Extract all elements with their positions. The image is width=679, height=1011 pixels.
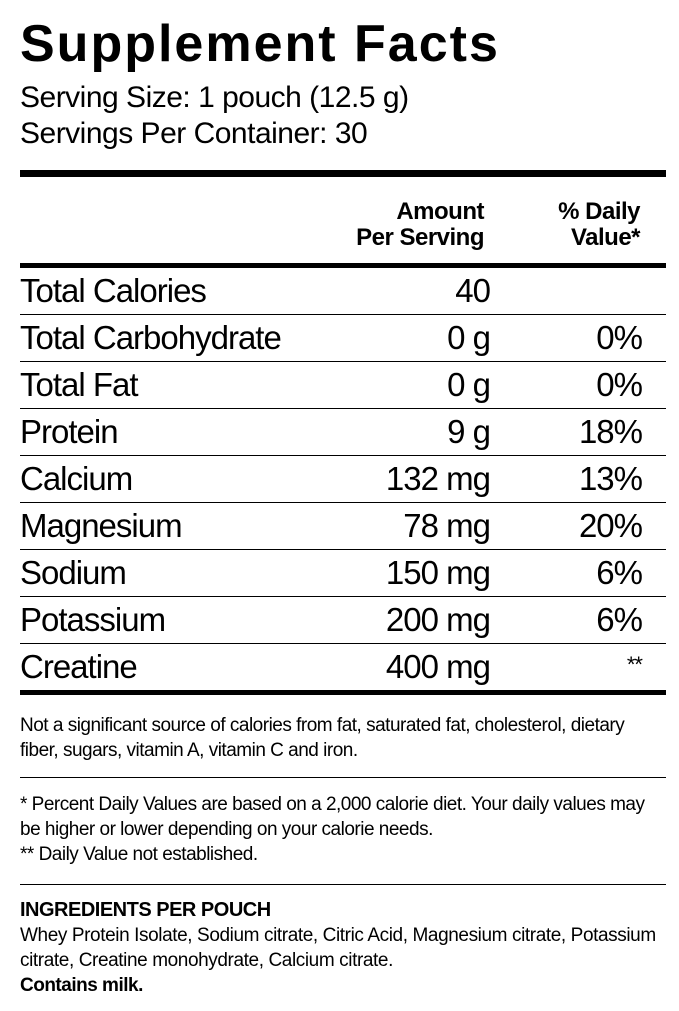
ingredients-text: Whey Protein Isolate, Sodium citrate, Ci… <box>20 925 656 971</box>
nutrient-name: Total Carbohydrate <box>20 319 282 356</box>
nutrient-name: Total Calories <box>20 272 207 309</box>
nutrient-row: Total Calories 40 <box>20 268 666 315</box>
nutrient-name: Protein <box>20 413 119 450</box>
nutrient-daily-value: 6% <box>596 601 643 638</box>
nutrient-name: Total Fat <box>20 366 139 403</box>
nutrient-daily-value: 0% <box>596 366 643 403</box>
nutrient-name: Potassium <box>20 601 166 638</box>
nutrient-table: Total Calories 40 Total Carbohydrate 0 g 0% T… <box>20 268 666 690</box>
nutrient-row: Total Carbohydrate 0 g 0% <box>20 315 666 362</box>
nutrient-amount: 78 mg <box>403 507 491 544</box>
nutrient-daily-value: 0% <box>596 319 643 356</box>
nutrient-daily-value: ** <box>626 652 643 677</box>
nutrient-amount: 9 g <box>447 413 491 450</box>
nutrient-row: Protein 9 g 18% <box>20 409 666 456</box>
nutrient-name: Calcium <box>20 460 133 497</box>
amount-header-line2: Per Serving <box>356 224 484 251</box>
servings-per-container: Servings Per Container: 30 <box>20 117 368 150</box>
nutrient-row: Magnesium 78 mg 20% <box>20 503 666 550</box>
divider-top <box>20 170 666 177</box>
nutrient-row: Creatine 400 mg ** <box>20 644 666 690</box>
dv-footnote: * Percent Daily Values are based on a 2,… <box>20 794 645 840</box>
divider-bottom <box>20 690 666 695</box>
nutrient-daily-value: 20% <box>578 507 643 544</box>
divider-note <box>20 777 666 778</box>
ingredients-heading: INGREDIENTS PER POUCH <box>20 899 271 921</box>
nutrient-row: Total Fat 0 g 0% <box>20 362 666 409</box>
divider-header <box>20 263 666 268</box>
nutrient-amount: 400 mg <box>385 648 491 685</box>
amount-per-serving-header: Amount Per Serving <box>284 199 484 251</box>
supplement-facts-label: Supplement Facts Serving Size: 1 pouch (… <box>20 0 666 998</box>
nutrient-name: Magnesium <box>20 507 183 544</box>
nutrient-amount: 40 <box>455 272 491 309</box>
allergen-statement: Contains milk. <box>20 975 143 996</box>
nutrient-row: Sodium 150 mg 6% <box>20 550 666 597</box>
nutrient-row: Calcium 132 mg 13% <box>20 456 666 503</box>
amount-header-line1: Amount <box>396 198 484 225</box>
nutrient-amount: 0 g <box>447 319 491 356</box>
serving-size: Serving Size: 1 pouch (12.5 g) <box>20 81 409 114</box>
daily-value-header: % Daily Value* <box>520 199 640 251</box>
nutrient-amount: 132 mg <box>385 460 491 497</box>
not-significant-note: Not a significant source of calories fro… <box>20 715 625 761</box>
nutrient-daily-value: 13% <box>578 460 643 497</box>
nutrient-daily-value: 18% <box>578 413 643 450</box>
nutrient-daily-value: 6% <box>596 554 643 591</box>
label-title: Supplement Facts <box>20 15 500 73</box>
dv-not-established: ** Daily Value not established. <box>20 844 258 865</box>
dv-header-line1: % Daily <box>558 198 640 225</box>
nutrient-row: Potassium 200 mg 6% <box>20 597 666 644</box>
nutrient-amount: 0 g <box>447 366 491 403</box>
dv-header-line2: Value* <box>570 224 641 251</box>
nutrient-name: Sodium <box>20 554 127 591</box>
nutrient-amount: 200 mg <box>385 601 491 638</box>
column-header: Amount Per Serving % Daily Value* <box>20 177 666 263</box>
divider-footnote <box>20 884 666 885</box>
nutrient-name: Creatine <box>20 648 138 685</box>
nutrient-amount: 150 mg <box>385 554 491 591</box>
